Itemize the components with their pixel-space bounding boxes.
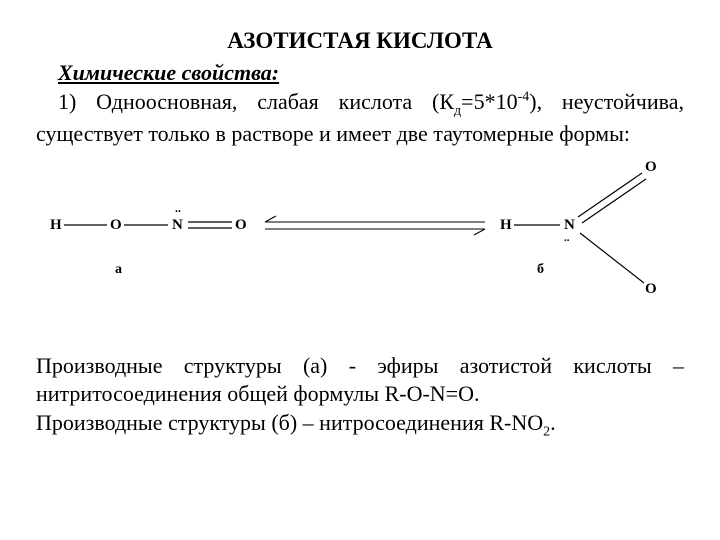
page-root: АЗОТИСТАЯ КИСЛОТА Химические свойства: 1…: [0, 0, 720, 463]
page-title: АЗОТИСТАЯ КИСЛОТА: [36, 28, 684, 54]
intro-paragraph: 1) Одноосновная, слабая кислота (Кд=5*10…: [36, 88, 684, 147]
footer-paragraph-2: Производные структуры (б) – нитросоедине…: [36, 409, 684, 441]
bonds-svg: [40, 157, 680, 332]
tautomer-diagram: H O .. N O а H N .. O O б: [40, 157, 680, 332]
footer-paragraph-1: Производные структуры (а) - эфиры азотис…: [36, 352, 684, 407]
section-subtitle: Химические свойства:: [58, 60, 684, 86]
